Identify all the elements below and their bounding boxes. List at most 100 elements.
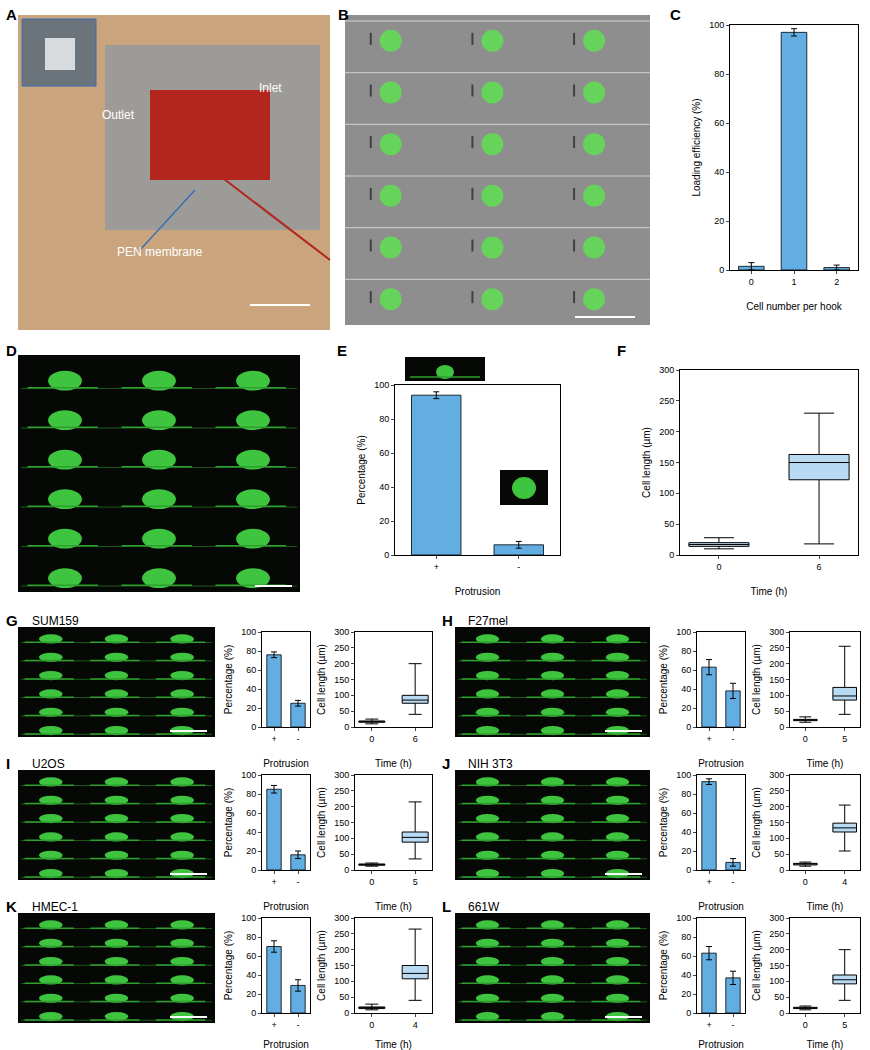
- svg-text:100: 100: [769, 976, 784, 986]
- svg-text:20: 20: [681, 846, 691, 856]
- svg-text:0: 0: [344, 1008, 349, 1018]
- svg-text:K: K: [6, 898, 17, 915]
- svg-text:I: I: [6, 755, 10, 772]
- svg-text:-: -: [732, 1020, 735, 1030]
- svg-text:0: 0: [779, 865, 784, 875]
- svg-text:-: -: [297, 1020, 300, 1030]
- svg-text:B: B: [338, 6, 349, 23]
- svg-text:200: 200: [659, 427, 674, 437]
- svg-text:80: 80: [714, 69, 724, 79]
- svg-text:Protrusion: Protrusion: [263, 758, 309, 769]
- svg-text:100: 100: [241, 913, 256, 923]
- svg-text:0: 0: [716, 562, 721, 572]
- svg-text:100: 100: [676, 913, 691, 923]
- svg-text:300: 300: [334, 770, 349, 780]
- svg-text:+: +: [271, 877, 276, 887]
- svg-text:100: 100: [374, 380, 389, 390]
- svg-text:250: 250: [769, 929, 784, 939]
- svg-text:150: 150: [659, 458, 674, 468]
- svg-text:PEN membrane: PEN membrane: [117, 245, 203, 259]
- svg-text:50: 50: [339, 849, 349, 859]
- svg-text:200: 200: [769, 802, 784, 812]
- svg-text:0: 0: [686, 1008, 691, 1018]
- svg-text:Percentage (%): Percentage (%): [223, 645, 234, 714]
- svg-text:Protrusion: Protrusion: [698, 1039, 744, 1050]
- svg-text:150: 150: [769, 818, 784, 828]
- svg-text:20: 20: [714, 216, 724, 226]
- svg-text:0: 0: [686, 865, 691, 875]
- svg-text:Cell length (µm): Cell length (µm): [751, 930, 762, 1001]
- svg-text:20: 20: [246, 703, 256, 713]
- svg-text:0: 0: [251, 865, 256, 875]
- svg-text:D: D: [6, 342, 17, 359]
- svg-text:150: 150: [334, 818, 349, 828]
- svg-text:-: -: [297, 877, 300, 887]
- svg-text:F: F: [617, 342, 626, 359]
- svg-text:Cell length (µm): Cell length (µm): [316, 787, 327, 858]
- svg-text:100: 100: [334, 690, 349, 700]
- svg-text:20: 20: [681, 989, 691, 999]
- svg-text:40: 40: [246, 684, 256, 694]
- svg-text:Protrusion: Protrusion: [263, 901, 309, 912]
- svg-text:0: 0: [369, 1020, 374, 1030]
- svg-text:Percentage (%): Percentage (%): [356, 435, 367, 504]
- svg-text:20: 20: [681, 703, 691, 713]
- svg-text:Cell length (µm): Cell length (µm): [316, 930, 327, 1001]
- svg-text:Percentage (%): Percentage (%): [223, 931, 234, 1000]
- svg-text:300: 300: [769, 913, 784, 923]
- svg-text:Cell length (µm): Cell length (µm): [641, 427, 652, 498]
- svg-text:NIH 3T3: NIH 3T3: [468, 757, 513, 771]
- svg-text:50: 50: [774, 849, 784, 859]
- svg-text:100: 100: [769, 833, 784, 843]
- svg-text:250: 250: [659, 396, 674, 406]
- svg-text:200: 200: [334, 945, 349, 955]
- svg-text:60: 60: [246, 665, 256, 675]
- svg-text:Cell length (µm): Cell length (µm): [316, 644, 327, 715]
- svg-text:661W: 661W: [468, 900, 500, 914]
- svg-text:250: 250: [769, 786, 784, 796]
- svg-text:50: 50: [339, 706, 349, 716]
- svg-text:0: 0: [779, 722, 784, 732]
- svg-text:80: 80: [681, 789, 691, 799]
- svg-text:0: 0: [344, 865, 349, 875]
- svg-text:5: 5: [842, 734, 847, 744]
- svg-text:Time (h): Time (h): [375, 901, 412, 912]
- svg-text:100: 100: [676, 627, 691, 637]
- svg-text:Time (h): Time (h): [375, 1039, 412, 1050]
- svg-text:100: 100: [709, 20, 724, 30]
- svg-text:60: 60: [246, 808, 256, 818]
- svg-text:250: 250: [769, 643, 784, 653]
- svg-text:150: 150: [769, 675, 784, 685]
- svg-text:100: 100: [769, 690, 784, 700]
- svg-text:0: 0: [803, 877, 808, 887]
- svg-text:80: 80: [246, 932, 256, 942]
- svg-text:80: 80: [681, 646, 691, 656]
- svg-text:A: A: [6, 6, 17, 23]
- svg-text:200: 200: [769, 945, 784, 955]
- svg-text:0: 0: [669, 550, 674, 560]
- svg-text:+: +: [271, 734, 276, 744]
- svg-text:Time (h): Time (h): [751, 586, 788, 597]
- svg-text:0: 0: [779, 1008, 784, 1018]
- svg-text:-: -: [732, 877, 735, 887]
- svg-text:Cell length (µm): Cell length (µm): [751, 644, 762, 715]
- svg-text:0: 0: [719, 265, 724, 275]
- svg-text:5: 5: [413, 877, 418, 887]
- svg-text:200: 200: [334, 802, 349, 812]
- svg-text:H: H: [442, 612, 453, 629]
- svg-text:F27mel: F27mel: [468, 614, 508, 628]
- svg-text:60: 60: [681, 951, 691, 961]
- svg-text:4: 4: [413, 1020, 418, 1030]
- svg-text:50: 50: [774, 706, 784, 716]
- svg-text:U2OS: U2OS: [32, 757, 65, 771]
- svg-text:80: 80: [246, 646, 256, 656]
- svg-text:0: 0: [251, 722, 256, 732]
- svg-text:+: +: [706, 734, 711, 744]
- svg-text:Outlet: Outlet: [102, 108, 135, 122]
- svg-text:300: 300: [769, 627, 784, 637]
- svg-text:50: 50: [339, 992, 349, 1002]
- svg-text:Percentage (%): Percentage (%): [223, 788, 234, 857]
- svg-text:60: 60: [681, 665, 691, 675]
- svg-text:+: +: [271, 1020, 276, 1030]
- svg-text:0: 0: [803, 734, 808, 744]
